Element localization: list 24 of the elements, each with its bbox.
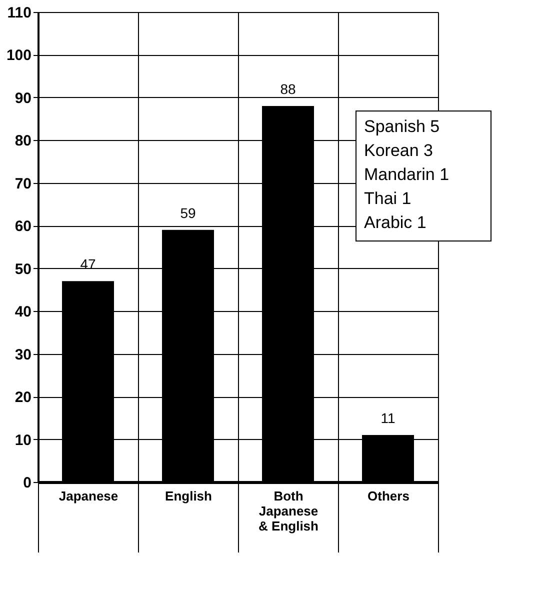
annotation: Arabic 1 xyxy=(364,213,426,232)
x-tick-label: Others xyxy=(368,488,410,504)
x-tick-label: Both Japanese & English xyxy=(258,488,319,534)
y-tick-label: 30 xyxy=(14,346,32,364)
y-tick-label: 10 xyxy=(14,432,32,449)
annotation: Thai 1 xyxy=(364,189,412,208)
y-tick-label: 0 xyxy=(23,474,32,492)
annotation: Korean 3 xyxy=(364,141,433,160)
annotation: Spanish 5 xyxy=(364,117,440,136)
y-tick-label: 90 xyxy=(14,90,32,107)
y-tick-label: 50 xyxy=(14,260,32,278)
x-tick-label: Japanese xyxy=(58,488,118,504)
y-tick-label: 80 xyxy=(14,132,32,150)
y-tick-label: 20 xyxy=(14,389,32,406)
x-tick-label: English xyxy=(165,488,212,504)
y-tick-label: 60 xyxy=(14,218,32,236)
y-tick-label: 40 xyxy=(14,304,32,321)
y-tick-label: 100 xyxy=(6,47,32,64)
annotation: Mandarin 1 xyxy=(364,165,450,184)
data-label: 88 xyxy=(280,81,296,97)
data-label: 59 xyxy=(180,204,196,221)
y-tick-label: 70 xyxy=(14,175,32,192)
data-label: 11 xyxy=(380,410,396,426)
y-tick-label: 110 xyxy=(7,4,32,22)
